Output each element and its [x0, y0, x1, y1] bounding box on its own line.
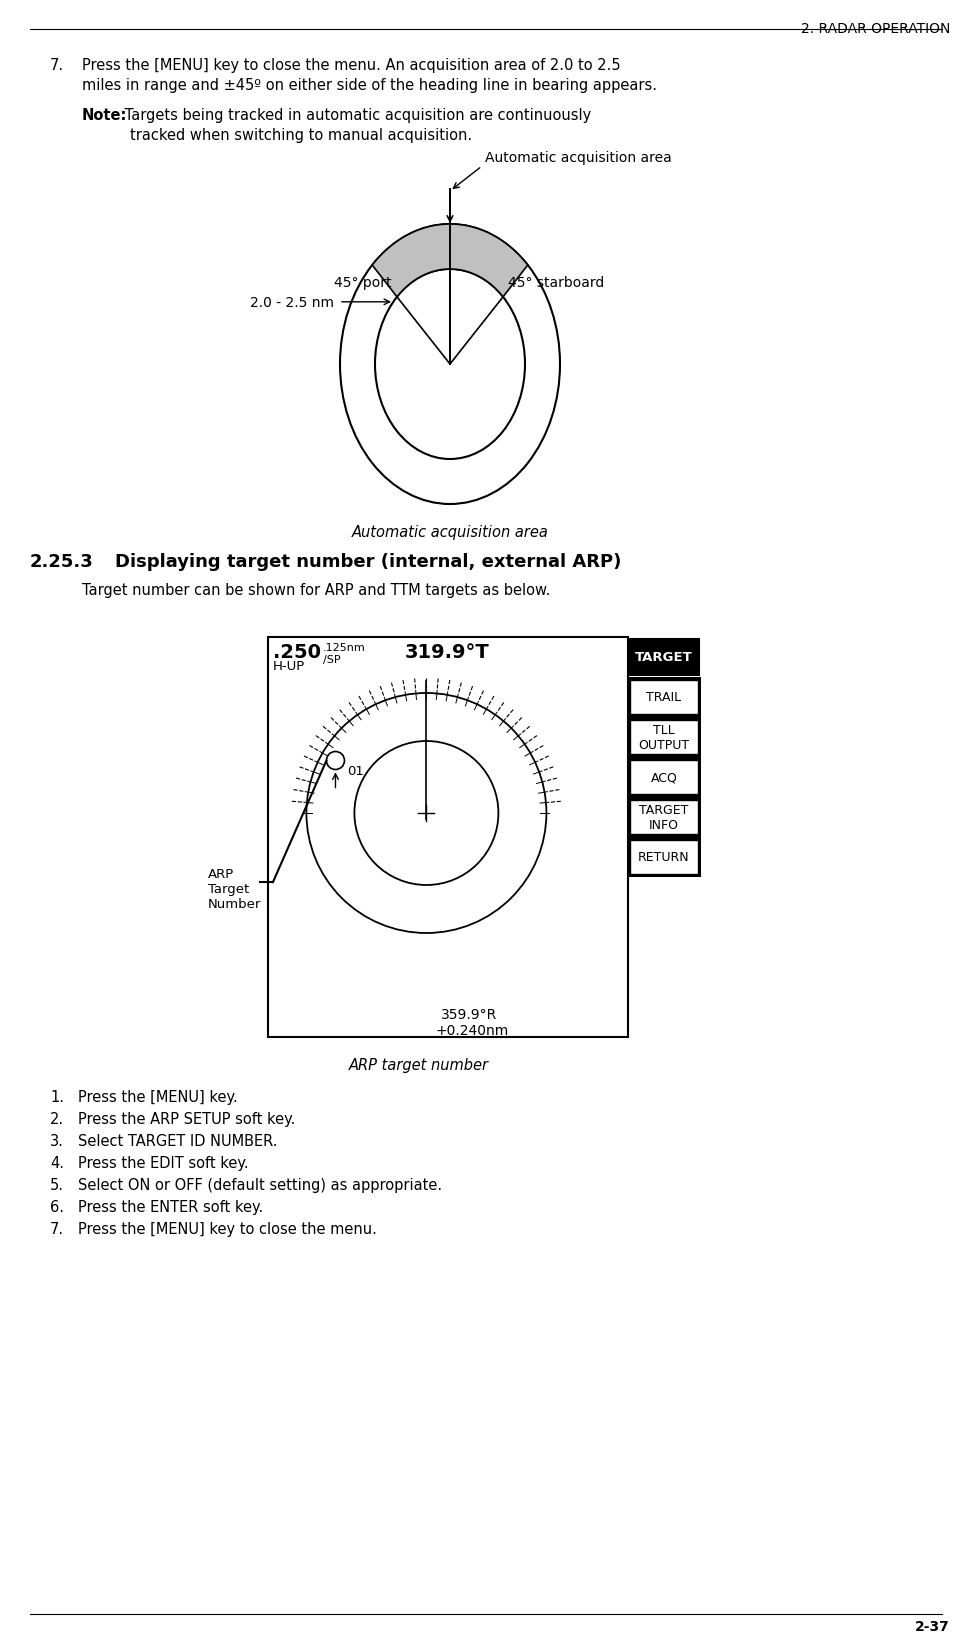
Text: ARP target number: ARP target number [349, 1058, 489, 1072]
Text: Note:: Note: [82, 108, 127, 122]
Text: Press the ARP SETUP soft key.: Press the ARP SETUP soft key. [78, 1111, 295, 1126]
Bar [627, 718, 701, 757]
Text: Automatic acquisition area: Automatic acquisition area [485, 150, 672, 165]
Text: Select ON or OFF (default setting) as appropriate.: Select ON or OFF (default setting) as ap… [78, 1177, 442, 1193]
Text: 4.: 4. [50, 1155, 64, 1170]
Text: Target number can be shown for ARP and TTM targets as below.: Target number can be shown for ARP and T… [82, 583, 550, 597]
Text: 319.9°T: 319.9°T [404, 643, 490, 661]
Text: 45° port: 45° port [334, 276, 392, 289]
Text: Target: Target [208, 883, 249, 896]
Text: 2-37: 2-37 [916, 1619, 950, 1632]
Text: .125nm: .125nm [323, 643, 365, 653]
Text: /SP: /SP [323, 654, 340, 664]
Bar [630, 681, 698, 715]
Text: Press the [MENU] key.: Press the [MENU] key. [78, 1089, 238, 1105]
Text: Targets being tracked in automatic acquisition are continuously: Targets being tracked in automatic acqui… [120, 108, 591, 122]
Bar [627, 837, 701, 878]
Text: Press the EDIT soft key.: Press the EDIT soft key. [78, 1155, 249, 1170]
Text: 01: 01 [347, 765, 364, 778]
Text: 5.: 5. [50, 1177, 64, 1193]
Text: 7.: 7. [50, 1221, 64, 1237]
Text: tracked when switching to manual acquisition.: tracked when switching to manual acquisi… [130, 127, 472, 144]
Text: 2. RADAR OPERATION: 2. RADAR OPERATION [801, 21, 950, 36]
Text: Press the ENTER soft key.: Press the ENTER soft key. [78, 1200, 263, 1214]
Text: H-UP: H-UP [273, 659, 305, 672]
Text: ACQ: ACQ [650, 770, 677, 783]
Text: Press the [MENU] key to close the menu. An acquisition area of 2.0 to 2.5: Press the [MENU] key to close the menu. … [82, 59, 621, 73]
Text: 7.: 7. [50, 59, 64, 73]
Text: Select TARGET ID NUMBER.: Select TARGET ID NUMBER. [78, 1133, 277, 1149]
Text: RETURN: RETURN [639, 850, 690, 863]
Text: Number: Number [208, 898, 261, 911]
Text: miles in range and ±45º on either side of the heading line in bearing appears.: miles in range and ±45º on either side o… [82, 78, 657, 93]
Bar [629, 640, 699, 676]
Text: Press the [MENU] key to close the menu.: Press the [MENU] key to close the menu. [78, 1221, 377, 1237]
Bar [630, 801, 698, 834]
Text: .250: .250 [273, 643, 321, 661]
Text: 359.9°R: 359.9°R [440, 1007, 497, 1022]
Text: ARP: ARP [208, 868, 234, 880]
Text: TARGET
INFO: TARGET INFO [640, 803, 689, 831]
Text: TLL
OUTPUT: TLL OUTPUT [639, 723, 689, 752]
Bar [630, 721, 698, 754]
Text: 1.: 1. [50, 1089, 64, 1105]
Text: TARGET: TARGET [635, 651, 693, 664]
Text: 6.: 6. [50, 1200, 64, 1214]
Text: TRAIL: TRAIL [646, 690, 681, 703]
Bar [630, 761, 698, 795]
Bar [627, 757, 701, 798]
Text: 2.0 - 2.5 nm: 2.0 - 2.5 nm [250, 295, 334, 310]
Bar [627, 798, 701, 837]
Bar [268, 638, 628, 1038]
Text: 2.: 2. [50, 1111, 64, 1126]
Text: +0.240nm: +0.240nm [435, 1023, 509, 1038]
Text: 2.25.3: 2.25.3 [30, 553, 93, 571]
Text: Displaying target number (internal, external ARP): Displaying target number (internal, exte… [115, 553, 621, 571]
Text: 45° starboard: 45° starboard [508, 276, 605, 289]
Text: Automatic acquisition area: Automatic acquisition area [352, 524, 548, 540]
Bar [630, 840, 698, 875]
Text: 3.: 3. [50, 1133, 64, 1149]
Polygon shape [372, 225, 528, 297]
Bar [627, 677, 701, 718]
